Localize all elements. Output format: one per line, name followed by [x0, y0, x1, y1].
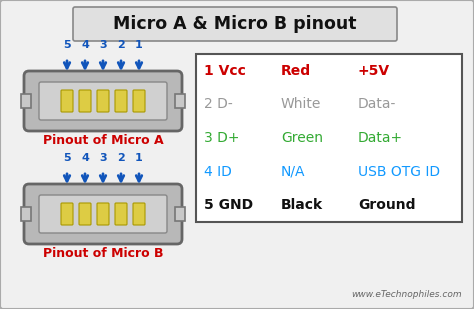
FancyBboxPatch shape [97, 90, 109, 112]
FancyBboxPatch shape [133, 90, 145, 112]
Text: 1: 1 [135, 40, 143, 50]
FancyBboxPatch shape [115, 90, 127, 112]
FancyBboxPatch shape [24, 71, 182, 131]
FancyBboxPatch shape [39, 195, 167, 233]
Text: 2 D-: 2 D- [204, 97, 233, 112]
Text: 5 GND: 5 GND [204, 198, 253, 212]
Bar [21, 94, 31, 108]
Text: Ground: Ground [358, 198, 416, 212]
Text: 2: 2 [117, 153, 125, 163]
FancyBboxPatch shape [79, 90, 91, 112]
Text: Pinout of Micro B: Pinout of Micro B [43, 247, 163, 260]
FancyBboxPatch shape [79, 203, 91, 225]
Text: Micro A & Micro B pinout: Micro A & Micro B pinout [113, 15, 357, 33]
Text: 4: 4 [81, 40, 89, 50]
FancyBboxPatch shape [24, 184, 182, 244]
Bar [175, 94, 185, 108]
Text: Pinout of Micro A: Pinout of Micro A [43, 134, 164, 147]
Text: White: White [281, 97, 321, 112]
Text: 4: 4 [81, 153, 89, 163]
Bar [175, 207, 185, 221]
Text: 1 Vcc: 1 Vcc [204, 64, 246, 78]
FancyBboxPatch shape [61, 203, 73, 225]
Text: Red: Red [281, 64, 311, 78]
Text: 5: 5 [63, 40, 71, 50]
Text: Black: Black [281, 198, 323, 212]
Text: Data-: Data- [358, 97, 396, 112]
FancyBboxPatch shape [115, 203, 127, 225]
Text: N/A: N/A [281, 165, 306, 179]
Text: +5V: +5V [358, 64, 390, 78]
Text: 3: 3 [99, 40, 107, 50]
Text: USB OTG ID: USB OTG ID [358, 165, 440, 179]
Text: Green: Green [281, 131, 323, 145]
Bar [21, 207, 31, 221]
Text: 3 D+: 3 D+ [204, 131, 239, 145]
FancyBboxPatch shape [73, 7, 397, 41]
Text: www.eTechnophiles.com: www.eTechnophiles.com [351, 290, 462, 299]
Text: 5: 5 [63, 153, 71, 163]
Text: Data+: Data+ [358, 131, 403, 145]
FancyBboxPatch shape [61, 90, 73, 112]
Text: 1: 1 [135, 153, 143, 163]
Text: 2: 2 [117, 40, 125, 50]
FancyBboxPatch shape [39, 82, 167, 120]
FancyBboxPatch shape [133, 203, 145, 225]
FancyBboxPatch shape [97, 203, 109, 225]
Bar [196, 54, 462, 222]
Text: 3: 3 [99, 153, 107, 163]
Text: 4 ID: 4 ID [204, 165, 232, 179]
